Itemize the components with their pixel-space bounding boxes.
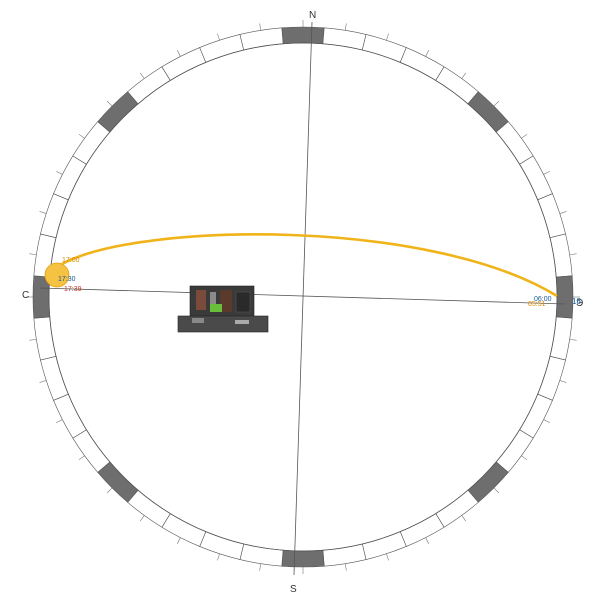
ring-segment (467, 461, 509, 503)
ring-tick (425, 537, 430, 544)
ring-tick (39, 211, 47, 214)
ring-tick (56, 170, 63, 175)
time-label-east-top: 06:00 (534, 296, 552, 303)
ring-tick (39, 380, 47, 383)
ring-tick (425, 50, 430, 57)
ring-segment (519, 155, 553, 201)
ring-tick (139, 515, 145, 522)
north-label: N (309, 10, 316, 21)
ring-segment (537, 193, 566, 239)
time-label-east-hour: 18 (572, 297, 581, 306)
ring-segment (161, 513, 207, 547)
ring-tick (493, 100, 500, 107)
ring-segment (127, 66, 171, 105)
ring-segment (97, 91, 139, 133)
time-label-west-bottom: 17:39 (64, 286, 82, 293)
ring-tick (344, 563, 347, 571)
ring-segment (199, 34, 245, 63)
ring-segment (495, 429, 534, 473)
ring-segment (537, 355, 566, 401)
ring-tick (493, 487, 500, 494)
ring-segment (281, 549, 325, 568)
ring-tick (344, 23, 347, 31)
ring-segment (495, 121, 534, 165)
ring-tick (559, 380, 567, 383)
east-west-axis (39, 287, 566, 305)
ring-segment (435, 489, 479, 528)
ring-tick (386, 33, 389, 41)
ring-tick (29, 253, 37, 256)
ring-tick (521, 455, 528, 461)
ring-tick (559, 211, 567, 214)
sun-path-arc (61, 233, 558, 298)
ring-segment (40, 355, 69, 401)
ring-tick (106, 100, 113, 107)
ring-tick (139, 72, 145, 79)
ring-tick (569, 253, 577, 256)
compass-ticks (26, 20, 580, 574)
sun-icon (44, 262, 70, 288)
ring-segment (555, 275, 574, 319)
ring-segment (361, 531, 407, 560)
ring-segment (53, 155, 87, 201)
ring-segment (127, 489, 171, 528)
ring-tick (106, 487, 113, 494)
ring-tick (543, 419, 550, 424)
ring-tick (569, 338, 577, 341)
south-label: S (290, 584, 297, 595)
ring-tick (461, 515, 467, 522)
ring-segment (399, 47, 445, 81)
ring-segment (97, 461, 139, 503)
ring-tick (461, 72, 467, 79)
ring-tick (386, 553, 389, 561)
time-label-west-mid: 17:30 (58, 276, 76, 283)
ring-segment (72, 121, 111, 165)
ring-segment (399, 513, 445, 547)
ring-segment (72, 429, 111, 473)
north-south-axis (293, 21, 313, 576)
ring-segment (519, 393, 553, 439)
ring-tick (521, 133, 528, 139)
ring-segment (40, 193, 69, 239)
ring-tick (217, 33, 220, 41)
ring-tick (176, 50, 181, 57)
ring-segment (467, 91, 509, 133)
ring-tick (217, 553, 220, 561)
time-label-west-top: 17:00 (62, 257, 80, 264)
ring-tick (259, 563, 262, 571)
ring-segment (435, 66, 479, 105)
compass-ring (32, 26, 574, 568)
ring-tick (543, 170, 550, 175)
time-label-east-bottom: 05:51 (528, 301, 546, 308)
west-label: C (22, 290, 29, 301)
ring-tick (56, 419, 63, 424)
ring-segment (53, 393, 87, 439)
ring-tick (29, 338, 37, 341)
ring-segment (281, 26, 325, 45)
ring-segment (161, 47, 207, 81)
ring-tick (78, 455, 85, 461)
building-model (177, 285, 269, 333)
ring-segment (361, 34, 407, 63)
ring-segment (199, 531, 245, 560)
ring-tick (78, 133, 85, 139)
east-label: Э (576, 298, 583, 309)
ring-tick (259, 23, 262, 31)
inner-circle (48, 42, 558, 552)
ring-tick (176, 537, 181, 544)
